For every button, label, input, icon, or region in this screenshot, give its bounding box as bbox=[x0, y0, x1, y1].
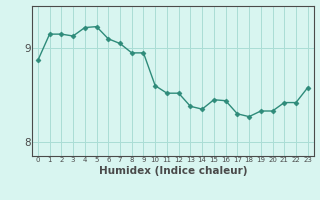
X-axis label: Humidex (Indice chaleur): Humidex (Indice chaleur) bbox=[99, 166, 247, 176]
